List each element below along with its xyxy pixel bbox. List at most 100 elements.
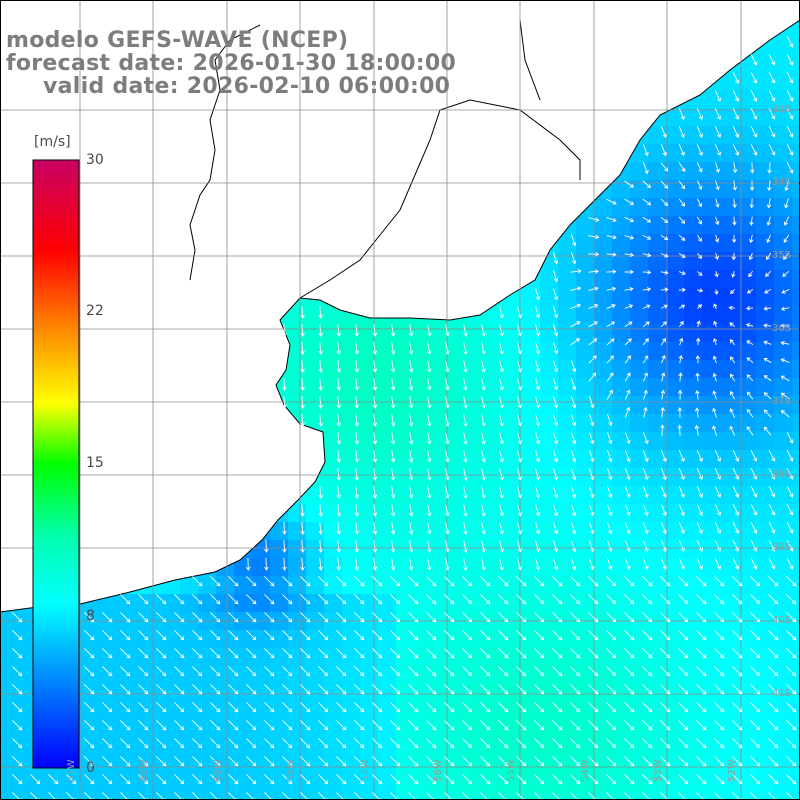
wind-arrow: [588, 648, 599, 659]
wind-arrow: [499, 503, 504, 517]
wind-speed-cell: [306, 396, 325, 415]
longitude-label: 54W: [580, 759, 591, 782]
wind-speed-cell: [702, 126, 721, 145]
wind-speed-cell: [756, 342, 775, 361]
wind-speed-cell: [792, 108, 800, 127]
wind-arrow: [444, 594, 455, 605]
wind-speed-cell: [540, 342, 559, 361]
wind-arrow: [712, 372, 717, 382]
wind-arrow: [535, 431, 541, 445]
wind-arrow: [426, 666, 437, 677]
wind-speed-cell: [738, 306, 757, 325]
wind-arrow: [552, 341, 559, 355]
wind-speed-cell: [234, 756, 253, 775]
wind-arrow: [768, 485, 776, 498]
wind-speed-cell: [702, 216, 721, 235]
wind-arrow: [426, 576, 437, 587]
wind-speed-cell: [414, 432, 433, 451]
wind-arrow: [624, 485, 631, 499]
wind-speed-cell: [612, 756, 631, 775]
wind-speed-cell: [180, 738, 199, 757]
wind-speed-cell: [702, 720, 721, 739]
wind-speed-cell: [450, 360, 469, 379]
wind-arrow: [246, 756, 257, 767]
wind-arrow: [642, 216, 652, 223]
wind-speed-cell: [540, 540, 559, 559]
wind-arrow: [481, 558, 486, 571]
wind-arrow: [750, 576, 761, 587]
wind-arrow: [427, 503, 432, 517]
wind-speed-cell: [756, 792, 775, 800]
wind-speed-cell: [774, 414, 793, 433]
wind-speed-cell: [432, 468, 451, 487]
wind-arrow: [696, 252, 703, 260]
wind-speed-cell: [450, 702, 469, 721]
wind-speed-cell: [792, 378, 800, 397]
wind-arrow: [426, 594, 437, 605]
wind-arrow: [732, 504, 740, 516]
wind-arrow: [570, 286, 582, 291]
wind-arrow: [696, 450, 703, 462]
wind-speed-cell: [216, 630, 235, 649]
wind-arrow: [678, 468, 685, 480]
wind-arrow: [786, 161, 794, 174]
wind-speed-cell: [522, 450, 541, 469]
wind-speed-cell: [540, 666, 559, 685]
wind-speed-cell: [180, 630, 199, 649]
wind-speed-cell: [324, 666, 343, 685]
wind-arrow: [30, 774, 41, 785]
wind-speed-cell: [594, 486, 613, 505]
wind-arrow: [445, 503, 450, 517]
wind-arrow: [696, 648, 707, 659]
wind-arrow: [552, 413, 559, 427]
wind-arrow: [714, 522, 722, 534]
wind-speed-cell: [720, 234, 739, 253]
wind-arrow: [318, 630, 329, 641]
wind-speed-cell: [522, 468, 541, 487]
wind-speed-cell: [666, 126, 685, 145]
wind-arrow: [715, 198, 720, 208]
wind-speed-cell: [594, 432, 613, 451]
wind-speed-cell: [702, 684, 721, 703]
wind-arrow: [318, 323, 323, 337]
wind-speed-cell: [396, 360, 415, 379]
wind-speed-cell: [738, 576, 757, 595]
wind-arrow: [480, 702, 491, 713]
wind-arrow: [372, 539, 378, 553]
wind-arrow: [390, 684, 401, 695]
wind-arrow: [732, 522, 740, 534]
wind-speed-cell: [234, 576, 253, 595]
wind-speed-cell: [558, 666, 577, 685]
wind-speed-cell: [684, 108, 703, 127]
wind-speed-cell: [612, 558, 631, 577]
wind-speed-cell: [450, 486, 469, 505]
wind-speed-cell: [378, 324, 397, 343]
wind-speed-cell: [396, 702, 415, 721]
wind-speed-cell: [270, 774, 289, 793]
wind-speed-cell: [558, 270, 577, 289]
wind-speed-cell: [576, 774, 595, 793]
wind-arrow: [764, 289, 772, 294]
wind-arrow: [12, 756, 23, 767]
wind-arrow: [408, 413, 414, 427]
wind-arrow: [499, 377, 504, 391]
wind-speed-cell: [0, 630, 19, 649]
wind-speed-cell: [702, 468, 721, 487]
wind-speed-cell: [684, 414, 703, 433]
wind-arrow: [730, 288, 736, 294]
wind-arrow: [246, 630, 257, 641]
wind-speed-cell: [342, 432, 361, 451]
wind-speed-cell: [666, 648, 685, 667]
wind-speed-cell: [666, 252, 685, 271]
wind-arrow: [763, 323, 772, 328]
wind-speed-cell: [468, 540, 487, 559]
wind-speed-cell: [306, 702, 325, 721]
wind-speed-cell: [540, 360, 559, 379]
wind-arrow: [552, 756, 563, 767]
wind-speed-cell: [162, 648, 181, 667]
wind-arrow: [784, 198, 789, 209]
wind-arrow: [715, 216, 720, 226]
wind-arrow: [624, 648, 635, 659]
wind-arrow: [606, 503, 613, 517]
wind-arrow: [677, 424, 682, 436]
